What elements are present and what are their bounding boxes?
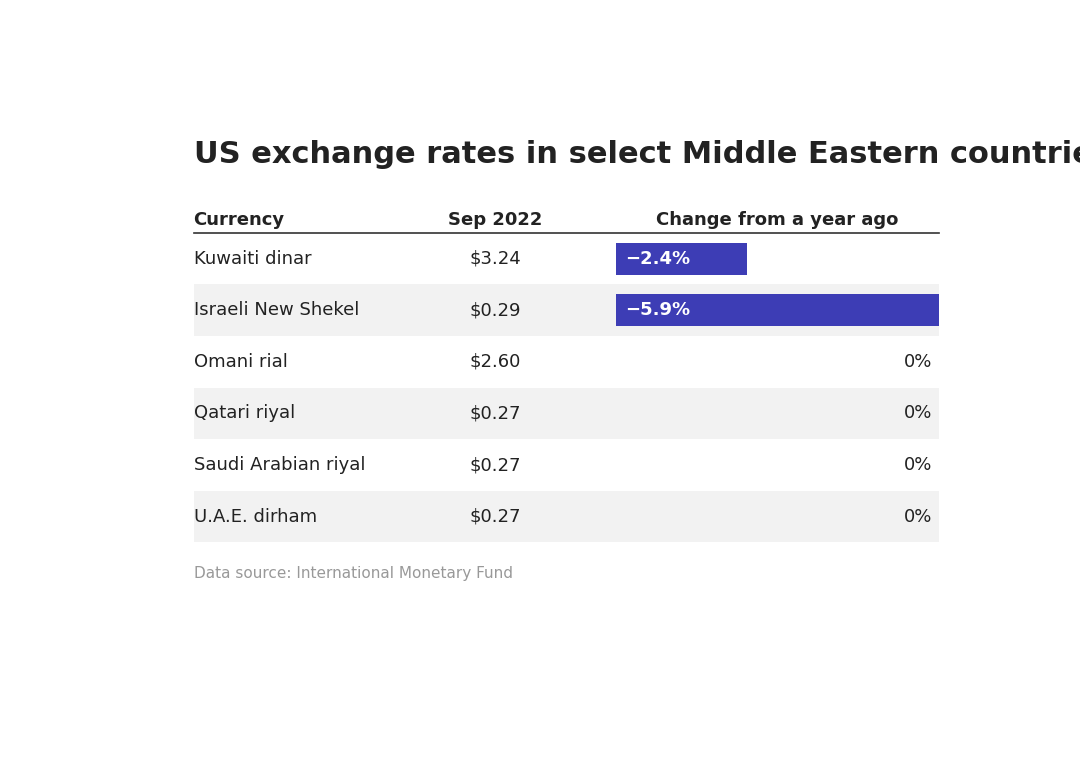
Text: $0.27: $0.27: [469, 507, 521, 526]
Text: $0.29: $0.29: [469, 301, 521, 320]
FancyBboxPatch shape: [193, 439, 939, 490]
Text: Qatari riyal: Qatari riyal: [193, 404, 295, 423]
Text: Saudi Arabian riyal: Saudi Arabian riyal: [193, 456, 365, 474]
Text: $0.27: $0.27: [469, 404, 521, 423]
Text: 0%: 0%: [904, 404, 932, 423]
FancyBboxPatch shape: [617, 294, 939, 326]
Text: Kuwaiti dinar: Kuwaiti dinar: [193, 249, 311, 268]
Text: US exchange rates in select Middle Eastern countries: US exchange rates in select Middle Easte…: [193, 140, 1080, 169]
Text: Data source: International Monetary Fund: Data source: International Monetary Fund: [193, 566, 513, 581]
Text: Sep 2022: Sep 2022: [448, 211, 542, 229]
Text: Israeli New Shekel: Israeli New Shekel: [193, 301, 359, 320]
Text: 0%: 0%: [904, 353, 932, 371]
Text: 0%: 0%: [904, 507, 932, 526]
FancyBboxPatch shape: [193, 490, 939, 542]
Text: −5.9%: −5.9%: [624, 301, 690, 320]
Text: $0.27: $0.27: [469, 456, 521, 474]
Text: Change from a year ago: Change from a year ago: [657, 211, 899, 229]
Text: Omani rial: Omani rial: [193, 353, 287, 371]
Text: 0%: 0%: [904, 456, 932, 474]
Text: Currency: Currency: [193, 211, 285, 229]
Text: −2.4%: −2.4%: [624, 249, 690, 268]
Text: $3.24: $3.24: [469, 249, 521, 268]
FancyBboxPatch shape: [193, 336, 939, 387]
FancyBboxPatch shape: [193, 387, 939, 439]
FancyBboxPatch shape: [617, 243, 747, 275]
FancyBboxPatch shape: [193, 233, 939, 284]
Text: $2.60: $2.60: [469, 353, 521, 371]
FancyBboxPatch shape: [193, 284, 939, 336]
Text: U.A.E. dirham: U.A.E. dirham: [193, 507, 316, 526]
